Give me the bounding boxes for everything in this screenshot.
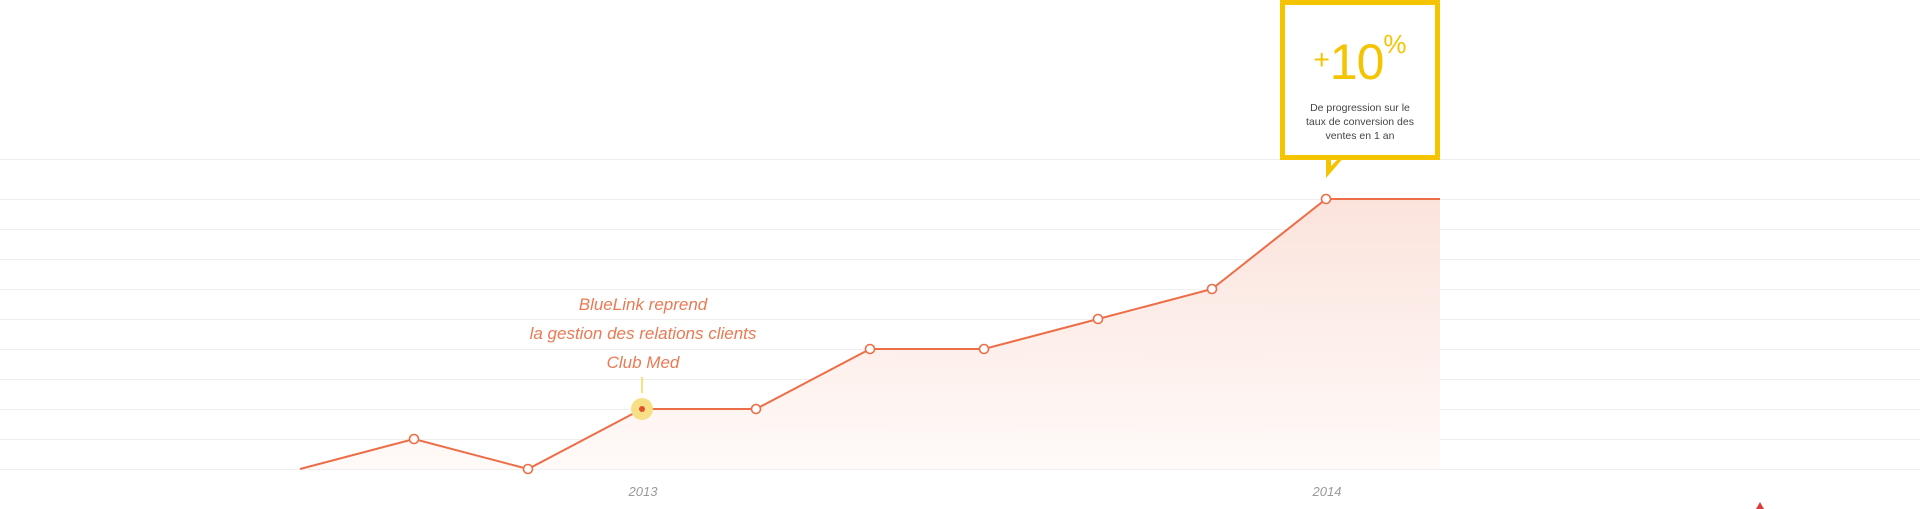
callout-number: 10: [1329, 34, 1385, 90]
highlight-point: [639, 406, 645, 412]
annotation-line: la gestion des relations clients: [530, 324, 757, 343]
data-point: [1206, 283, 1218, 295]
conversion-callout: +10% De progression sur le taux de conve…: [1280, 0, 1440, 160]
annotation-line: Club Med: [607, 353, 680, 372]
annotation-text: BlueLink reprend la gestion des relations…: [530, 295, 757, 372]
callout-description: De progression sur le taux de conversion…: [1306, 102, 1414, 142]
series-area: [300, 199, 1440, 469]
corner-mark-icon: [1756, 502, 1764, 509]
data-point: [1092, 313, 1104, 325]
callout-unit: %: [1383, 29, 1407, 59]
callout-sign: +: [1313, 44, 1330, 75]
data-point: [864, 343, 876, 355]
x-tick-label: 2013: [628, 484, 659, 499]
x-axis-tick-labels: 2013 2014: [628, 484, 1342, 499]
data-point: [408, 433, 420, 445]
annotation-line: BlueLink reprend: [579, 295, 708, 314]
data-point: [522, 463, 534, 475]
x-tick-label: 2014: [1312, 484, 1342, 499]
callout-value: +10%: [1285, 31, 1435, 87]
data-markers: [408, 193, 1332, 475]
data-point: [978, 343, 990, 355]
data-point: [750, 403, 762, 415]
data-point: [1320, 193, 1332, 205]
